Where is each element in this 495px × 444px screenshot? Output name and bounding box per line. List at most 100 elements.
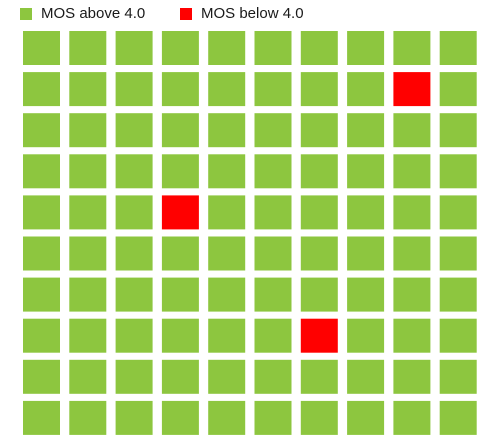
waffle-cell-above — [69, 72, 107, 107]
waffle-cell-above — [115, 195, 153, 230]
waffle-cell-above — [393, 113, 431, 148]
waffle-cell-above — [69, 195, 107, 230]
waffle-cell-above — [254, 400, 292, 435]
waffle-cell-above — [69, 113, 107, 148]
waffle-cell-above — [161, 277, 199, 312]
waffle-cell-above — [115, 277, 153, 312]
waffle-cell-above — [254, 72, 292, 107]
waffle-cell-above — [208, 154, 246, 189]
waffle-cell-above — [161, 236, 199, 271]
waffle-cell-above — [254, 236, 292, 271]
waffle-cell-above — [208, 195, 246, 230]
waffle-cell-above — [347, 359, 385, 394]
waffle-cell-above — [393, 318, 431, 353]
waffle-cell-above — [23, 277, 60, 312]
waffle-cell-above — [115, 113, 153, 148]
waffle-cell-above — [23, 195, 60, 230]
waffle-cell-above — [23, 113, 60, 148]
waffle-cell-above — [23, 359, 60, 394]
waffle-cell-above — [161, 400, 199, 435]
waffle-cell-above — [161, 72, 199, 107]
waffle-cell-above — [254, 277, 292, 312]
waffle-cell-above — [393, 154, 431, 189]
waffle-cell-above — [300, 154, 338, 189]
waffle-cell-above — [23, 31, 60, 65]
legend-swatch-below — [180, 7, 192, 20]
waffle-cell-above — [69, 31, 107, 65]
waffle-cell-above — [300, 236, 338, 271]
waffle-cell-above — [439, 318, 477, 353]
waffle-cell-above — [347, 236, 385, 271]
waffle-cell-above — [208, 31, 246, 65]
waffle-cell-above — [300, 72, 338, 107]
waffle-cell-above — [347, 31, 385, 65]
waffle-cell-above — [347, 318, 385, 353]
waffle-cell-above — [439, 359, 477, 394]
waffle-cell-above — [347, 195, 385, 230]
waffle-cell-above — [393, 359, 431, 394]
waffle-cell-above — [254, 195, 292, 230]
legend-label-below: MOS below 4.0 — [201, 5, 304, 22]
waffle-cell-above — [393, 236, 431, 271]
waffle-cell-above — [393, 400, 431, 435]
waffle-cell-above — [115, 400, 153, 435]
waffle-cell-above — [161, 154, 199, 189]
waffle-cell-below — [161, 195, 199, 230]
waffle-cell-above — [161, 113, 199, 148]
waffle-cell-below — [300, 318, 338, 353]
waffle-cell-above — [208, 72, 246, 107]
waffle-cell-above — [439, 400, 477, 435]
waffle-cell-above — [23, 236, 60, 271]
waffle-cell-above — [208, 359, 246, 394]
waffle-cell-above — [208, 113, 246, 148]
waffle-cell-above — [208, 318, 246, 353]
waffle-cell-above — [208, 236, 246, 271]
waffle-cell-above — [115, 318, 153, 353]
legend-item-above: MOS above 4.0 — [20, 5, 145, 22]
waffle-cell-above — [439, 72, 477, 107]
waffle-cell-above — [254, 318, 292, 353]
waffle-cell-above — [23, 72, 60, 107]
waffle-cell-above — [439, 236, 477, 271]
waffle-cell-above — [69, 154, 107, 189]
waffle-cell-above — [69, 400, 107, 435]
waffle-cell-above — [300, 277, 338, 312]
waffle-cell-above — [69, 236, 107, 271]
waffle-cell-above — [115, 31, 153, 65]
waffle-cell-above — [347, 72, 385, 107]
waffle-cell-above — [69, 359, 107, 394]
waffle-cell-above — [300, 359, 338, 394]
waffle-cell-above — [23, 400, 60, 435]
waffle-cell-above — [23, 318, 60, 353]
waffle-cell-above — [23, 154, 60, 189]
legend-swatch-above — [20, 7, 32, 20]
waffle-cell-above — [347, 400, 385, 435]
waffle-cell-above — [300, 400, 338, 435]
waffle-cell-above — [208, 400, 246, 435]
waffle-cell-above — [69, 277, 107, 312]
waffle-cell-above — [161, 318, 199, 353]
waffle-cell-above — [393, 195, 431, 230]
waffle-cell-above — [115, 72, 153, 107]
waffle-cell-above — [161, 31, 199, 65]
waffle-cell-above — [69, 318, 107, 353]
waffle-cell-below — [393, 72, 431, 107]
waffle-cell-above — [347, 154, 385, 189]
waffle-cell-above — [300, 31, 338, 65]
waffle-cell-above — [347, 277, 385, 312]
waffle-cell-above — [208, 277, 246, 312]
legend-label-above: MOS above 4.0 — [41, 5, 146, 22]
waffle-cell-above — [254, 359, 292, 394]
waffle-cell-above — [115, 359, 153, 394]
waffle-cell-above — [161, 359, 199, 394]
waffle-cell-above — [115, 154, 153, 189]
waffle-cell-above — [393, 277, 431, 312]
waffle-cell-above — [300, 113, 338, 148]
waffle-cell-above — [347, 113, 385, 148]
waffle-cell-above — [439, 31, 477, 65]
waffle-cell-above — [439, 113, 477, 148]
waffle-cell-above — [254, 113, 292, 148]
legend-item-below: MOS below 4.0 — [180, 5, 304, 22]
waffle-cell-above — [254, 31, 292, 65]
